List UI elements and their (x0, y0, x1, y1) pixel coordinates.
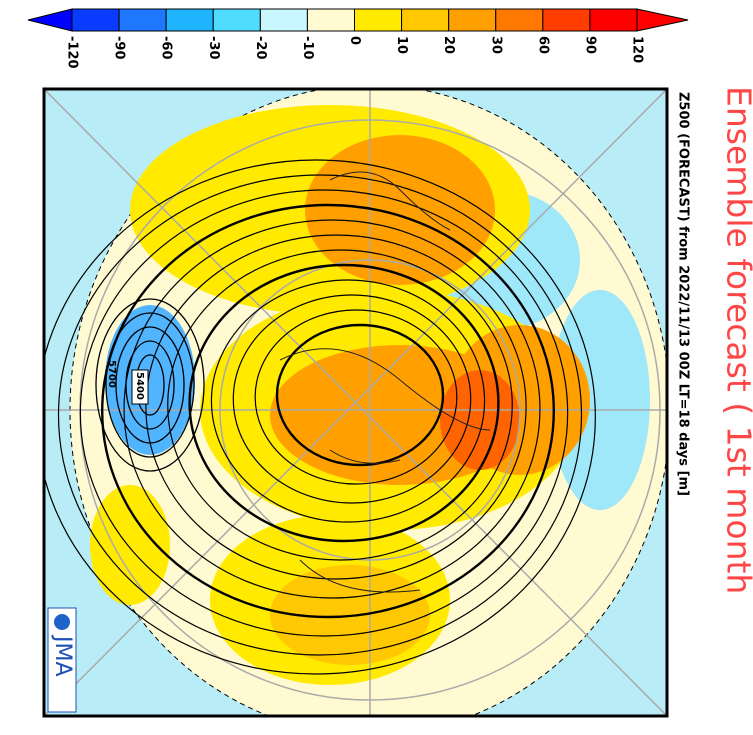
contour (145, 234, 527, 580)
subtitle: Z500 (FORECAST) from 2022/11/13 00Z LT=1… (676, 92, 691, 496)
contour-label-box (131, 369, 149, 405)
map (44, 89, 667, 716)
colorbar-label: -60 (159, 36, 174, 60)
contour (167, 249, 513, 561)
colorbar-segment (118, 8, 167, 32)
contours (44, 159, 596, 675)
colorbar-end (636, 8, 689, 32)
colorbar-segment (71, 8, 120, 32)
contour (254, 309, 458, 485)
logo-icon (54, 614, 70, 630)
contour (210, 279, 486, 523)
map-frame (42, 87, 669, 718)
colorbar-segment (495, 8, 544, 32)
contour (188, 263, 500, 543)
logo: JMA (50, 634, 75, 677)
contour (95, 298, 205, 472)
colorbar-label: -20 (253, 36, 268, 60)
colorbar-segment (542, 8, 591, 32)
contour (79, 189, 569, 637)
contour (275, 323, 445, 467)
colorbar-label: -90 (112, 36, 127, 60)
colorbar-label: -30 (206, 36, 221, 60)
colorbar-label: -10 (300, 36, 315, 60)
colorbar-segment (306, 8, 355, 32)
contour (44, 159, 596, 675)
contour (105, 312, 195, 458)
colorbar-segment (401, 8, 450, 32)
shade-yellow (90, 485, 170, 605)
colorbar-segment (165, 8, 214, 32)
colorbar-segment (448, 8, 497, 32)
colorbar-label: 10 (394, 36, 409, 54)
colorbar-end (27, 8, 73, 32)
colorbar-label: 90 (582, 36, 597, 54)
colorbar-label: 30 (488, 36, 503, 54)
colorbar-segment (212, 8, 261, 32)
contour-label: 5700 (106, 360, 117, 388)
contour-label: 5400 (134, 372, 145, 400)
title: Ensemble forecast ( 1st month (720, 86, 753, 594)
contour (57, 174, 583, 656)
shade-red (440, 370, 520, 470)
colorbar-label: 60 (535, 36, 550, 54)
contour (100, 203, 556, 619)
colorbar-segment (354, 8, 403, 32)
colorbar-label: 120 (630, 36, 645, 63)
colorbar-label: -120 (65, 36, 80, 69)
contour (232, 294, 472, 504)
shade-blue (550, 290, 650, 510)
contour (123, 219, 541, 599)
colorbar-label: 20 (441, 36, 456, 54)
coastline (279, 171, 491, 593)
contour (125, 340, 175, 430)
colorbar: -120 -90 -60 -30 -20 -10 0 10 20 30 60 90 120 (27, 8, 689, 69)
colorbar-segment (259, 8, 308, 32)
colorbar-segment (589, 8, 638, 32)
contour (115, 326, 185, 444)
colorbar-label: 0 (347, 36, 362, 45)
